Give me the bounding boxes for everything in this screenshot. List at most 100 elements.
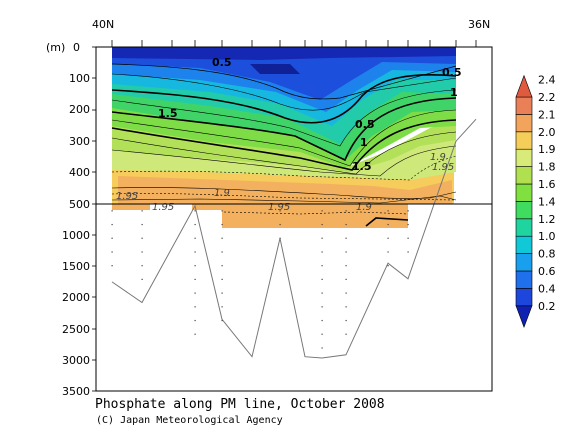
contour-label: 1.95 xyxy=(432,162,454,173)
station-sample-dot xyxy=(321,306,323,308)
section-color-fill xyxy=(96,47,492,204)
station-sample-dot xyxy=(345,265,347,267)
station-sample-dot xyxy=(321,278,323,280)
station-sample-dot xyxy=(345,319,347,322)
contour-label: 1.95 xyxy=(152,202,174,213)
station-sample-dot xyxy=(387,237,389,239)
x-label-left: 40N xyxy=(92,18,114,31)
x-label-right: 36N xyxy=(468,18,490,31)
station-sample-dot xyxy=(387,265,389,267)
station-sample-dot xyxy=(194,319,196,322)
station-sample-dot xyxy=(407,251,409,253)
lower-data-fill xyxy=(112,204,408,228)
contour-lines xyxy=(111,63,457,204)
station-sample-dot xyxy=(321,319,323,322)
contour-label: 1.5 xyxy=(352,160,372,173)
bottom-topography-line xyxy=(111,118,477,359)
contour-label: 0.5 xyxy=(355,118,375,131)
colorbar-swatch xyxy=(515,305,533,329)
station-sample-dot xyxy=(321,333,323,335)
station-sample-dot xyxy=(279,237,281,239)
station-sample-dot xyxy=(387,210,389,212)
colorbar-swatch xyxy=(515,74,533,98)
station-sample-dot xyxy=(141,237,143,239)
station-sample-dot xyxy=(345,292,347,294)
colorbar-tick-label: 2.2 xyxy=(538,91,556,104)
station-sample-dot xyxy=(345,251,347,253)
y-tick-label: 2500 xyxy=(62,323,90,336)
station-sample-dot xyxy=(279,210,281,212)
chart-caption: Phosphate along PM line, October 2008 xyxy=(95,397,385,412)
station-sample-dot xyxy=(279,223,281,226)
colorbar-tick-label: 0.6 xyxy=(538,265,556,278)
station-sample-dot xyxy=(141,278,143,280)
station-sample-dot xyxy=(387,251,389,253)
station-sample-dot xyxy=(111,265,113,267)
colorbar-swatch xyxy=(515,131,533,150)
contour-label: 1.9 xyxy=(214,188,230,199)
y-tick-label: 2000 xyxy=(62,291,90,304)
colorbar-tick-label: 0.8 xyxy=(538,248,556,261)
colorbar-swatch xyxy=(515,270,533,289)
colorbar-tick-label: 0.4 xyxy=(538,282,556,295)
station-sample-dot xyxy=(111,237,113,239)
station-sample-dot xyxy=(345,237,347,239)
colorbar-swatch xyxy=(515,218,533,237)
y-tick-label: 1500 xyxy=(62,260,90,273)
colorbar-tick-label: 2.4 xyxy=(538,74,556,87)
station-sample-dot xyxy=(321,347,323,349)
station-sample-dot xyxy=(111,210,113,212)
x-axis-labels: 40N 36N xyxy=(92,18,490,31)
station-sample-dot xyxy=(194,265,196,267)
colorbar-tick-label: 2.1 xyxy=(538,108,556,121)
station-sample-dot xyxy=(194,210,196,212)
station-sample-dot xyxy=(221,210,223,212)
colorbar-tick-label: 0.2 xyxy=(538,300,556,313)
colorbar-swatch xyxy=(515,201,533,220)
colorbar-swatch xyxy=(515,288,533,307)
station-sample-dot xyxy=(321,292,323,294)
station-sample-dot xyxy=(194,333,196,335)
colorbar-tick-label: 1.4 xyxy=(538,195,556,208)
contour-label: 1 xyxy=(360,136,368,149)
contour-label: 0.5 xyxy=(212,56,232,69)
colorbar-swatch xyxy=(515,183,533,202)
colorbar: 0.2 0.4 0.6 0.8 1.0 1.2 1.4 1.6 1.8 1.9 2.0 2.1 2.2 2… xyxy=(515,74,556,329)
station-sample-dot xyxy=(221,319,223,322)
colorbar-swatch xyxy=(515,235,533,254)
station-sample-dot xyxy=(221,306,223,308)
y-tick-label: 200 xyxy=(69,103,90,116)
colorbar-tick-label: 1.2 xyxy=(538,213,556,226)
station-sample-dot xyxy=(141,223,143,226)
station-sample-dot xyxy=(141,210,143,212)
station-sample-dot xyxy=(221,278,223,280)
station-sample-dot xyxy=(221,292,223,294)
station-sample-dot xyxy=(345,223,347,226)
contour-label: 1.95 xyxy=(116,191,138,202)
colorbar-swatch xyxy=(515,253,533,272)
contour-label: 1.9 xyxy=(430,152,446,163)
station-sample-dot xyxy=(194,292,196,294)
y-unit-label: (m) xyxy=(46,41,65,54)
station-sample-dot xyxy=(111,223,113,226)
station-sample-dot xyxy=(345,210,347,212)
colorbar-tick-label: 1.0 xyxy=(538,230,556,243)
station-sample-dot xyxy=(221,237,223,239)
station-sample-dot xyxy=(141,265,143,267)
station-sample-dot xyxy=(321,210,323,212)
station-sample-dot xyxy=(221,223,223,226)
y-tick-label: 0 xyxy=(73,41,80,54)
station-sample-dot xyxy=(407,223,409,226)
colorbar-swatch xyxy=(515,166,533,185)
y-tick-label: 400 xyxy=(69,166,90,179)
y-tick-label: 100 xyxy=(69,72,90,85)
station-sample-points xyxy=(111,210,409,349)
y-axis: (m) 0 100 200 300 400 500 1000 1500 2000… xyxy=(46,41,96,398)
station-sample-dot xyxy=(194,306,196,308)
contour-labels: 0.5 0.5 0.5 1 1 1.5 1.5 1.9 1.95 1.95 1.… xyxy=(116,56,462,213)
station-sample-dot xyxy=(345,306,347,308)
station-sample-dot xyxy=(194,237,196,239)
colorbar-swatch xyxy=(515,96,533,115)
chart-credit: (C) Japan Meteorological Agency xyxy=(96,415,283,426)
